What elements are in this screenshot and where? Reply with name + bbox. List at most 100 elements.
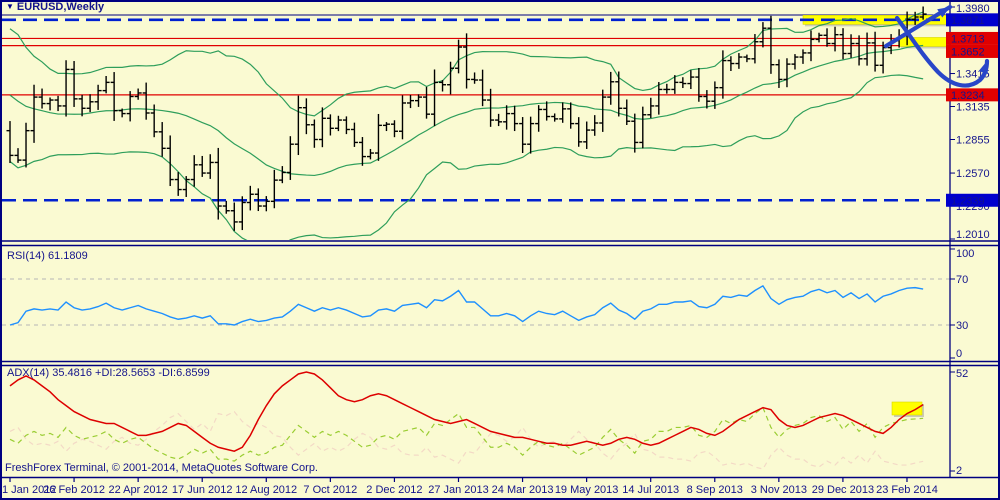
time-label: 1 Jan 2012 [2,484,56,496]
price-bar [847,34,855,58]
price-label: 1.3135 [956,102,990,114]
price-bar [150,104,158,138]
price-bar [703,90,711,109]
price-bar [142,82,150,120]
price-bar [230,202,238,231]
price-bar [463,33,471,89]
price-bar [551,113,559,122]
price-bar [398,95,406,140]
price-bar [46,97,54,111]
price-bar [246,185,254,211]
adx-scale-label: 52 [956,368,968,380]
price-bar [711,81,719,109]
annotation-arrows [883,4,990,88]
price-bar [535,105,543,132]
price-bar [6,121,14,164]
price-bar [214,147,222,220]
price-bar [286,136,294,180]
rsi-line [9,284,924,326]
price-bar [206,154,214,179]
price-bar [863,32,871,66]
price-bar [831,26,839,52]
price-bar [775,59,783,88]
price-bar [423,86,431,119]
minus-di-line [9,410,924,470]
price-bar [70,61,78,107]
price-bar [695,67,703,102]
price-bar [382,122,390,132]
price-bar [727,56,735,71]
price-bar [54,95,62,112]
price-bar [599,89,607,132]
price-label: 1.3980 [956,3,990,15]
time-label: 2 Dec 2012 [366,484,422,496]
price-bar [871,31,879,72]
price-bar [735,53,743,69]
rsi-scale-label: 100 [956,248,974,260]
price-bar [182,176,190,197]
price-label: 1.2570 [956,168,990,180]
price-bar [158,122,166,157]
price-scale: 1.39801.34151.31351.28551.25701.22901.20… [946,3,998,477]
svg-text:1.2339: 1.2339 [951,195,985,207]
price-bar [567,102,575,129]
rsi-indicator-label: RSI(14) 61.1809 [7,250,88,262]
price-bar [511,105,519,132]
price-bar [439,80,447,92]
price-bar [647,97,655,119]
price-bar [607,71,615,105]
price-bar [342,116,350,135]
price-bar [767,15,775,74]
symbol-timeframe-label: EURUSD,Weekly [16,1,105,13]
price-bar [278,166,286,184]
price-bar [823,28,831,47]
price-bar [415,94,423,107]
price-bar [663,83,671,94]
main-price-pane [2,6,950,240]
price-bar [623,99,631,126]
price-bar [94,84,102,110]
price-bar [78,94,86,117]
price-bar [679,77,687,89]
price-bar [671,75,679,94]
rsi-scale-label: 30 [956,320,968,332]
price-bar [310,119,318,148]
price-badge-blue: 1.2339 [946,193,998,207]
price-bar [318,107,326,148]
price-bar [294,95,302,156]
price-bar [110,72,118,121]
price-bar [743,54,751,63]
price-bar [174,172,182,196]
price-bar [543,101,551,121]
time-label: 19 May 2013 [555,484,619,496]
bollinger-lower [9,74,924,240]
price-bar [222,200,230,214]
svg-text:1.3652: 1.3652 [951,46,985,58]
price-bar [134,88,142,100]
price-bar [807,30,815,62]
price-bar [799,49,807,64]
price-bar [791,54,799,70]
price-bar [479,69,487,107]
price-bar [86,94,94,113]
time-label: 26 Feb 2012 [43,484,105,496]
adx-scale-label: 2 [956,465,962,477]
price-bar [447,61,455,95]
price-bar [455,39,463,74]
time-label: 27 Jan 2013 [428,484,489,496]
price-bar [30,84,38,143]
price-bar [102,76,110,94]
price-bar [22,122,30,168]
up-arrow-annotation [883,4,953,49]
price-bar [38,88,46,109]
time-label: 22 Apr 2012 [108,484,167,496]
chevron-down-icon[interactable]: ▼ [6,2,14,11]
price-bar [591,115,599,136]
price-bar [575,117,583,147]
price-bar [302,98,310,135]
price-bar [190,155,198,187]
